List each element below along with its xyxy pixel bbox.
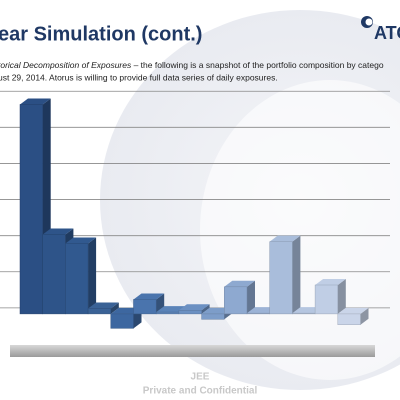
bar bbox=[178, 310, 202, 315]
bar-top bbox=[88, 302, 119, 309]
description: torical Decomposition of Exposures – the… bbox=[0, 60, 384, 70]
bar-side bbox=[337, 279, 346, 314]
footer: JEE bbox=[191, 372, 210, 383]
chart-floor bbox=[10, 345, 375, 357]
bar bbox=[337, 313, 361, 325]
bar-side bbox=[88, 237, 97, 314]
bar bbox=[314, 284, 339, 315]
bar-side bbox=[201, 304, 210, 314]
bar bbox=[224, 286, 248, 315]
bar bbox=[110, 313, 134, 329]
bar-top bbox=[65, 237, 97, 244]
bar-top bbox=[224, 280, 255, 287]
plot bbox=[0, 90, 390, 329]
bar bbox=[133, 299, 157, 315]
bar bbox=[201, 313, 225, 320]
bar-top bbox=[269, 235, 301, 242]
logo-text: ATO bbox=[374, 23, 400, 43]
description-italic: torical Decomposition of Exposures bbox=[0, 60, 132, 70]
bar-top bbox=[133, 293, 165, 300]
bar bbox=[42, 234, 66, 315]
bar bbox=[246, 312, 270, 315]
slide-title: ear Simulation (cont.) bbox=[0, 23, 202, 45]
bar-side bbox=[110, 302, 119, 314]
footer: Private and Confidential bbox=[143, 386, 258, 397]
description-text: – the following is a snapshot of the por… bbox=[131, 60, 384, 70]
logo-icon bbox=[365, 18, 373, 26]
bar-side bbox=[292, 235, 301, 314]
bar-top bbox=[42, 228, 74, 235]
bar bbox=[65, 243, 89, 315]
bar bbox=[19, 104, 43, 315]
bar-top bbox=[178, 304, 210, 311]
bar bbox=[155, 311, 180, 315]
bar bbox=[269, 241, 293, 315]
bar-top bbox=[20, 98, 51, 105]
bar-top bbox=[315, 279, 346, 285]
description: ust 29, 2014. Atorus is willing to provi… bbox=[0, 72, 278, 82]
bar-side bbox=[360, 307, 369, 325]
bar bbox=[292, 312, 316, 315]
bar bbox=[87, 308, 112, 315]
bar-side bbox=[247, 280, 255, 314]
bar-top bbox=[337, 307, 369, 314]
